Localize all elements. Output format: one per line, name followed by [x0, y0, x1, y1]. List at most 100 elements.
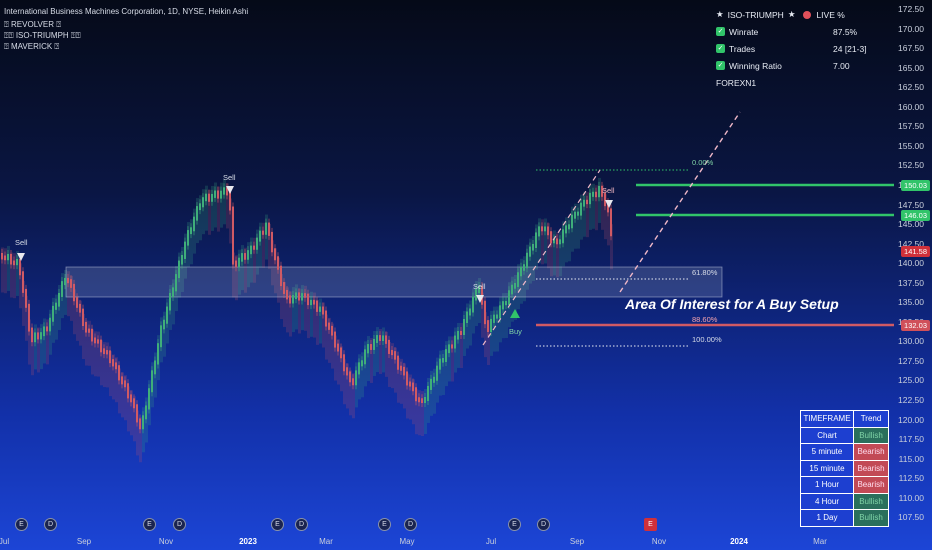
trend-cloud [283, 281, 286, 327]
price-axis-label: 120.00 [898, 414, 924, 425]
candle [607, 202, 609, 213]
check-icon: ✓ [716, 61, 725, 70]
candle [577, 211, 579, 216]
stat-value: 7.00 [833, 60, 850, 71]
candle [400, 365, 402, 371]
trend-cloud [250, 237, 253, 283]
trend-cloud [610, 224, 613, 270]
earnings-event-icon[interactable]: E [143, 518, 156, 531]
earnings-event-icon[interactable]: E [644, 518, 657, 531]
candle [556, 238, 558, 245]
candle [520, 266, 522, 277]
trend-cloud [325, 314, 328, 360]
candle [67, 277, 69, 284]
trend-cloud [568, 216, 571, 262]
candle [7, 253, 9, 261]
trend-cloud [490, 310, 493, 356]
trend-cloud [298, 288, 301, 334]
trend-cloud [346, 363, 349, 409]
earnings-event-icon[interactable]: E [378, 518, 391, 531]
sell-marker [17, 253, 25, 261]
time-axis-label: 2023 [239, 537, 257, 546]
stat-label: Winrate [729, 26, 759, 37]
indicator-revolver[interactable]: ⍰ REVOLVER ⍰ [4, 20, 62, 29]
trend-cloud [13, 253, 16, 299]
trend-cloud [400, 358, 403, 404]
candle [424, 396, 426, 404]
trend-cloud [577, 203, 580, 249]
trend-cloud [538, 218, 541, 264]
candle [4, 255, 6, 261]
trend-cloud [310, 291, 313, 337]
trend-cloud [199, 195, 202, 241]
trend-cloud [328, 317, 331, 363]
dividend-event-icon[interactable]: D [173, 518, 186, 531]
indicator-iso-triumph[interactable]: ⍰⍰ ISO-TRIUMPH ⍰⍰ [4, 31, 81, 40]
candle [124, 380, 126, 388]
dividend-event-icon[interactable]: D [537, 518, 550, 531]
stats-footer: FOREXN1 [716, 77, 757, 88]
candle [202, 197, 204, 208]
candle [313, 299, 315, 305]
trend-cloud [544, 218, 547, 264]
trend-cloud [379, 328, 382, 374]
trend-cloud [94, 331, 97, 377]
candle [316, 300, 318, 312]
trend-cloud [292, 287, 295, 333]
candle [463, 319, 465, 335]
candle [412, 382, 414, 392]
trend-cloud [460, 322, 463, 368]
trend-cloud [265, 214, 268, 260]
trend-cloud [154, 352, 157, 398]
trend-cloud [469, 300, 472, 346]
candle [58, 292, 60, 307]
earnings-event-icon[interactable]: E [15, 518, 28, 531]
trend-cloud [229, 198, 232, 244]
candle [142, 415, 144, 430]
candle [145, 405, 147, 420]
trend-cloud [451, 336, 454, 382]
candle [280, 265, 282, 287]
trend-cloud [79, 300, 82, 346]
candle [334, 331, 336, 348]
candle [430, 378, 432, 390]
candle [307, 293, 309, 306]
live-dot-icon [803, 10, 812, 19]
candle [418, 397, 420, 403]
candle [541, 226, 543, 232]
trend-cloud [10, 252, 13, 298]
candle [196, 206, 198, 221]
trend-cloud [256, 229, 259, 275]
earnings-event-icon[interactable]: E [271, 518, 284, 531]
trend-cloud [235, 255, 238, 301]
trend-cloud [595, 185, 598, 231]
candle [433, 376, 435, 383]
dividend-event-icon[interactable]: D [44, 518, 57, 531]
earnings-event-icon[interactable]: E [508, 518, 521, 531]
trend-cloud [406, 373, 409, 419]
candle [499, 305, 501, 319]
trend-cloud [82, 314, 85, 360]
dividend-event-icon[interactable]: D [404, 518, 417, 531]
trend-cloud [433, 368, 436, 414]
candle [547, 226, 549, 236]
trend-row: 1 Day Bullish [800, 509, 889, 527]
price-axis-label: 135.00 [898, 297, 924, 308]
time-axis-label: Mar [319, 537, 333, 546]
trend-cloud [136, 410, 139, 456]
trend-cloud [412, 379, 415, 425]
price-axis-label: 167.50 [898, 43, 924, 54]
candle [256, 237, 258, 250]
candle [16, 258, 18, 266]
dividend-event-icon[interactable]: D [295, 518, 308, 531]
price-axis-label: 117.50 [898, 434, 924, 445]
candle [130, 394, 132, 403]
candle [52, 305, 54, 322]
indicator-maverick[interactable]: ⍰ MAVERICK ⍰ [4, 42, 60, 51]
trend-cloud [493, 306, 496, 352]
fib-label-618: 61.80% [692, 268, 718, 277]
trend-cloud [562, 221, 565, 267]
trend-cloud [241, 245, 244, 291]
candle [553, 238, 555, 244]
